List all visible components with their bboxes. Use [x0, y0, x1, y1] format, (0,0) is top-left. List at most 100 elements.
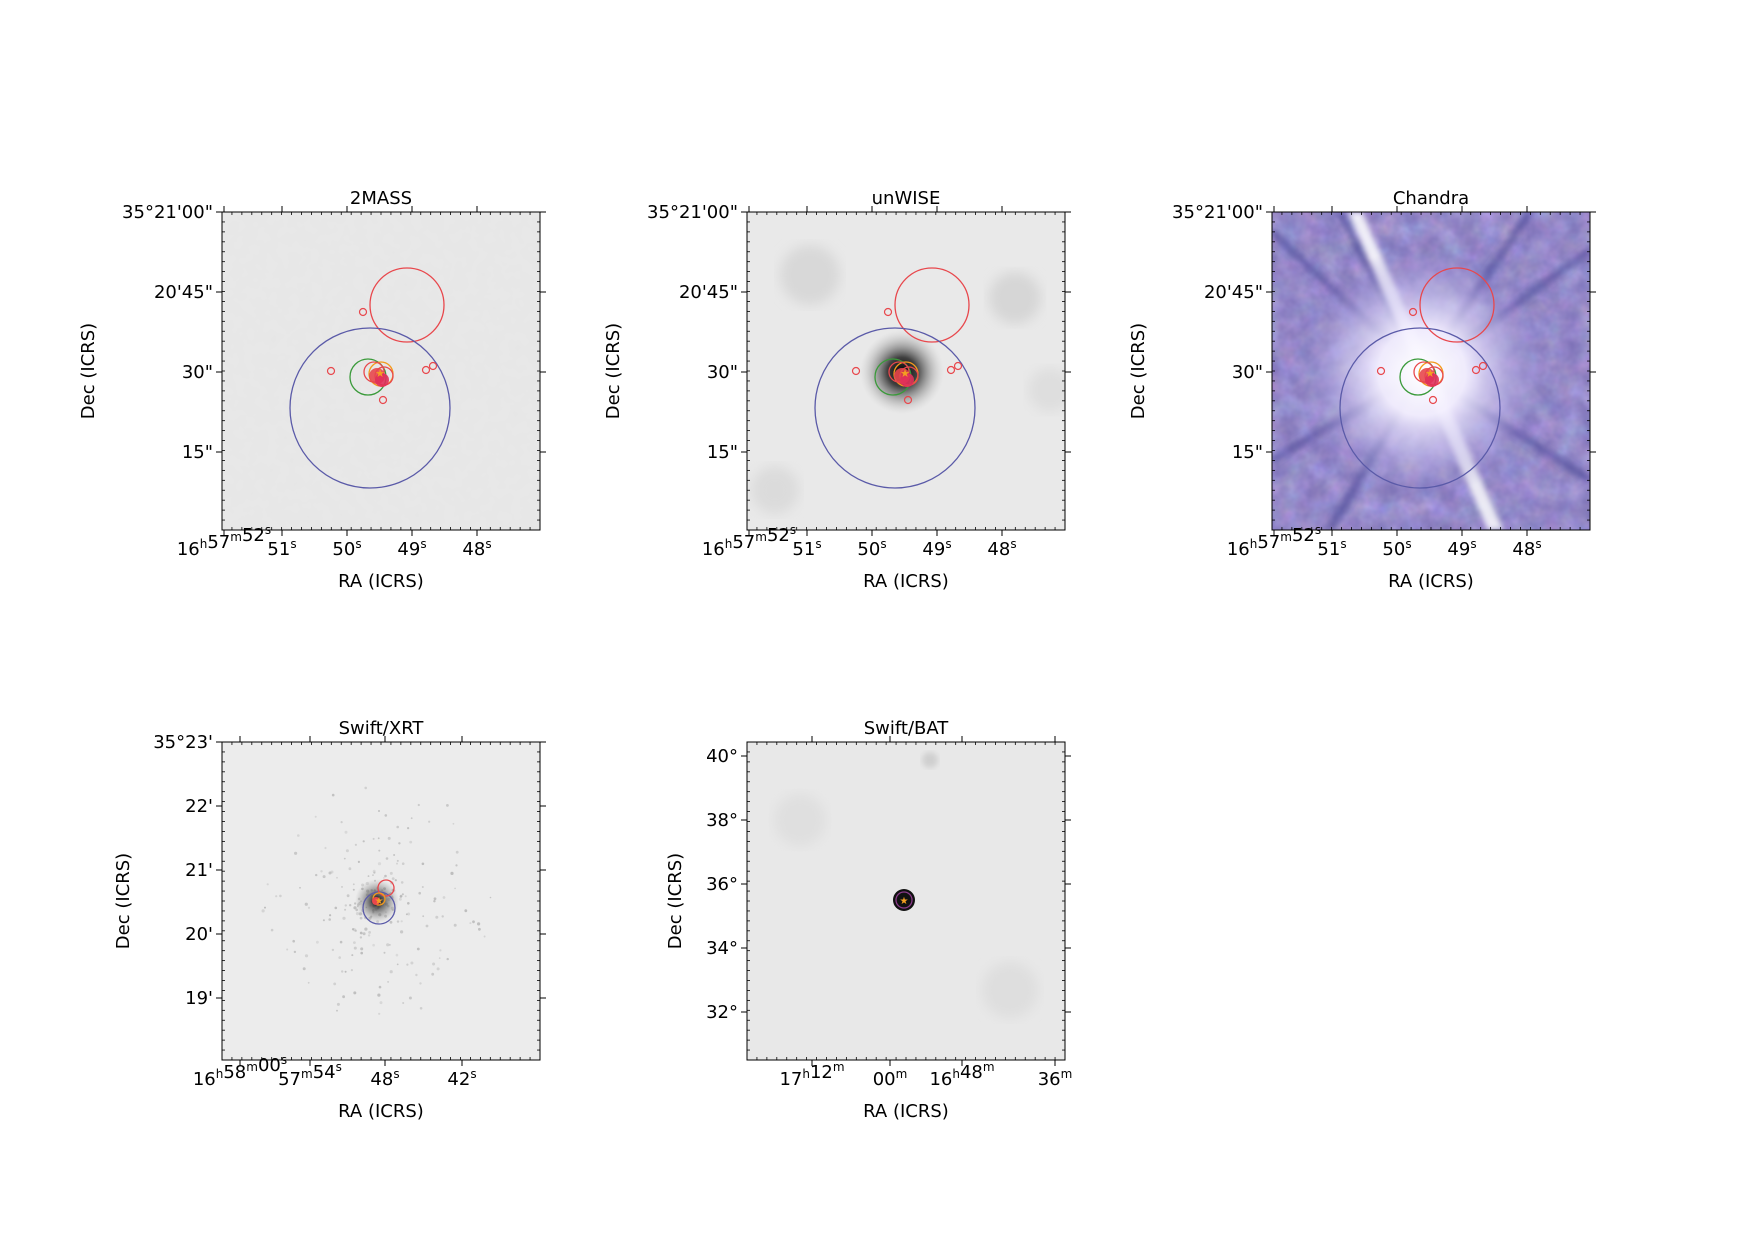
- xrt-count-dot: [343, 857, 346, 860]
- xtick-label: 16h57m52s: [1227, 523, 1321, 560]
- xrt-count-dot: [367, 875, 370, 877]
- catalog-circle-small-red: [903, 395, 913, 405]
- xtick-label: 49s: [397, 537, 426, 560]
- catalog-circle-small-red: [378, 395, 388, 405]
- xtick-label: 48s: [1512, 537, 1541, 560]
- xrt-count-dot: [454, 887, 456, 890]
- xrt-count-dot: [333, 982, 337, 986]
- panel-swift-xrt-ylabel: Dec (ICRS): [113, 853, 134, 949]
- panel-chandra-image: ★: [1272, 212, 1590, 530]
- xrt-count-dot: [428, 820, 431, 823]
- xrt-count-dot: [336, 876, 338, 879]
- xrt-count-dot: [419, 1007, 423, 1010]
- xrt-star-marker: ★: [375, 896, 384, 907]
- catalog-circle-small-red: [421, 365, 431, 375]
- xrt-count-dot: [349, 904, 352, 907]
- xtick-label: 36m: [1038, 1067, 1073, 1090]
- xrt-count-dot: [324, 846, 327, 850]
- panel-swift-xrt-image: ★: [222, 742, 540, 1060]
- xrt-count-dot: [334, 906, 338, 910]
- xrt-count-dot: [398, 897, 402, 901]
- xrt-count-dot: [352, 883, 355, 886]
- xrt-count-dot: [433, 897, 437, 901]
- xtick-label: 57m54s: [278, 1060, 342, 1090]
- panel-swift-xrt: ★ Swift/XRT RA (ICRS) Dec (ICRS) 16h58m0…: [113, 718, 546, 1122]
- xtick-label: 16h57m52s: [177, 523, 271, 560]
- xtick-label: 50s: [857, 537, 886, 560]
- xrt-count-dot: [345, 849, 349, 853]
- xrt-count-dot: [455, 850, 459, 854]
- xrt-count-dot: [264, 906, 266, 909]
- xrt-count-dot: [353, 906, 357, 910]
- ytick-label: 35°21'00": [122, 202, 213, 223]
- xrt-count-dot: [292, 939, 296, 943]
- xrt-count-dot: [399, 895, 403, 898]
- xrt-count-dot: [377, 837, 380, 840]
- ytick-label: 20'45": [154, 282, 213, 303]
- xrt-count-dot: [386, 943, 390, 947]
- xrt-count-dot: [344, 970, 347, 973]
- xrt-count-dot: [401, 862, 405, 865]
- xrt-count-dot: [377, 862, 382, 866]
- xrt-count-dot: [336, 1002, 340, 1006]
- xrt-count-dot: [384, 874, 387, 878]
- target-star-marker: ★: [900, 367, 910, 380]
- catalog-circle-blue: [814, 327, 976, 489]
- xrt-count-dot: [433, 900, 436, 903]
- ytick-label: 15": [182, 442, 213, 463]
- xrt-count-dot: [385, 857, 389, 860]
- xrt-count-dot: [302, 967, 306, 971]
- xtick-label: 49s: [1447, 537, 1476, 560]
- ytick-label: 38°: [706, 810, 738, 831]
- xtick-label: 48s: [370, 1067, 399, 1090]
- xrt-count-dot: [409, 840, 413, 844]
- xrt-count-dot: [351, 954, 354, 957]
- ytick-label: 19': [185, 988, 213, 1009]
- xrt-count-dot: [417, 803, 420, 807]
- xrt-count-dot: [446, 957, 449, 961]
- xrt-count-dot: [441, 915, 444, 918]
- ytick-label: 35°21'00": [647, 202, 738, 223]
- xrt-count-dot: [377, 993, 381, 997]
- xtick-label: 16h48m: [929, 1060, 994, 1090]
- panel-chandra: ★ Chandra RA (ICRS) Dec (ICRS) 16h57m52s…: [1128, 188, 1596, 592]
- catalog-circle-large-red: [894, 267, 970, 343]
- xrt-count-dot: [314, 815, 317, 818]
- xrt-count-dot: [436, 967, 440, 971]
- source-blob: [1425, 373, 1439, 387]
- xrt-count-dot: [389, 920, 393, 924]
- xrt-source-dot: [372, 897, 380, 905]
- xtick-label: 51s: [267, 537, 296, 560]
- xrt-count-dot: [396, 963, 399, 966]
- bat-star-marker: ★: [900, 896, 909, 907]
- xrt-count-dot: [472, 920, 475, 924]
- xrt-count-dot: [322, 919, 325, 922]
- xrt-count-dot: [373, 871, 376, 874]
- xrt-count-dot: [431, 972, 435, 976]
- xrt-count-dot: [407, 827, 410, 830]
- ytick-label: 15": [707, 442, 738, 463]
- catalog-circle-small-red: [953, 361, 963, 371]
- panel-chandra-xlabel: RA (ICRS): [1388, 571, 1474, 592]
- panel-swift-bat-ylabel: Dec (ICRS): [665, 853, 686, 949]
- catalog-circle-small-red: [428, 361, 438, 371]
- xrt-count-dot: [384, 814, 388, 817]
- xrt-count-dot: [322, 875, 326, 879]
- panel-2mass: ★ 2MASS RA (ICRS) Dec (ICRS) 16h57m52s51…: [78, 188, 546, 592]
- xrt-count-dot: [419, 982, 422, 985]
- target-star-marker: ★: [1425, 367, 1435, 380]
- xrt-count-dot: [401, 893, 404, 896]
- ytick-label: 32°: [706, 1002, 738, 1023]
- xrt-count-dot: [357, 860, 360, 864]
- xrt-count-dot: [329, 914, 332, 917]
- xrt-count-dot: [359, 936, 363, 939]
- catalog-circle-small-red: [326, 366, 336, 376]
- xrt-count-dot: [304, 902, 308, 906]
- xrt-count-dot: [439, 949, 442, 952]
- xrt-count-dot: [346, 894, 350, 898]
- catalog-circle-small-red: [883, 307, 893, 317]
